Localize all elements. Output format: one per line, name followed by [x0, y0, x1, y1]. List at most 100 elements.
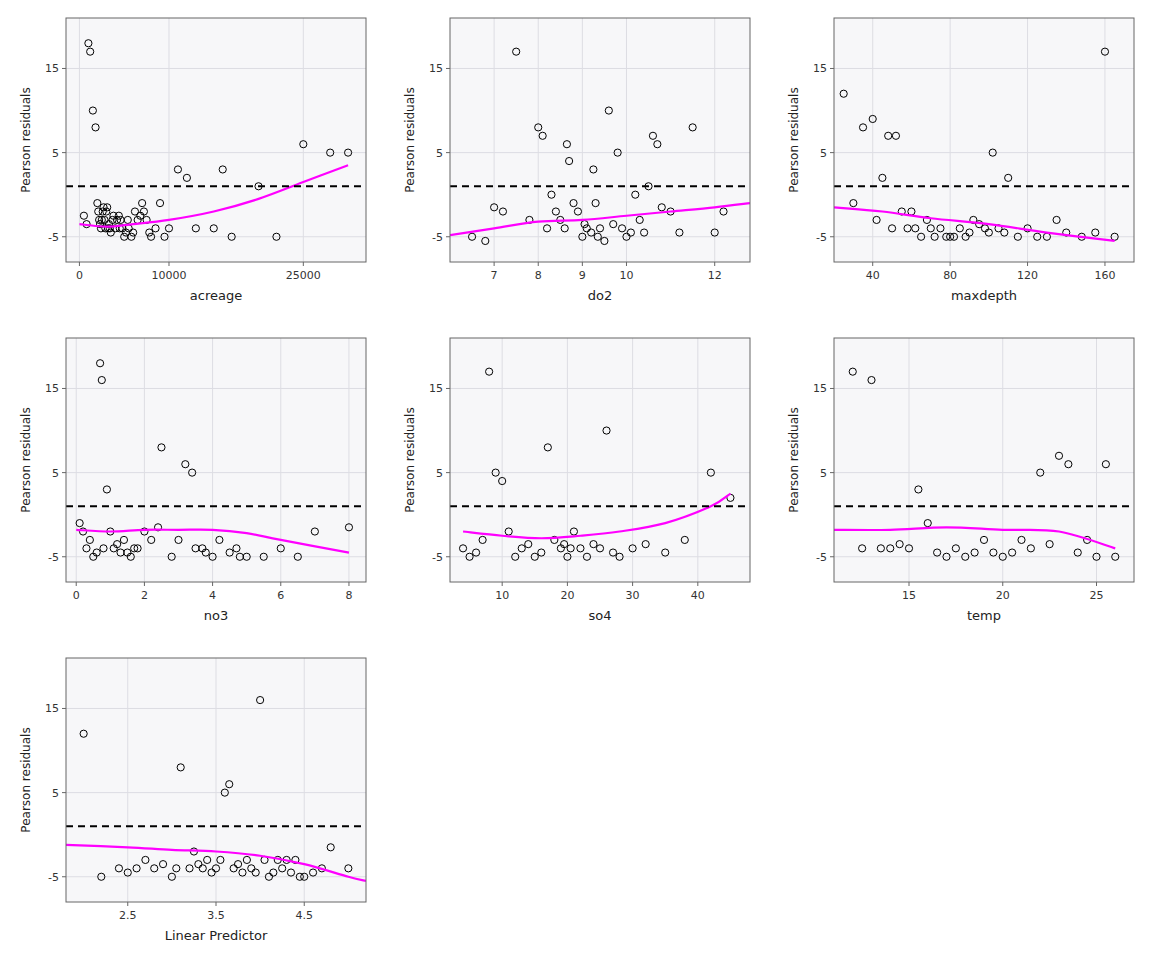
scatter-point — [83, 545, 90, 552]
scatter-point — [156, 200, 163, 207]
tick-mark — [567, 582, 568, 586]
smooth-line — [834, 207, 1115, 241]
plot-background — [834, 18, 1134, 262]
scatter-point — [127, 553, 134, 560]
scatter-point — [616, 553, 623, 560]
tick-mark — [76, 582, 77, 586]
scatter-point — [590, 166, 597, 173]
scatter-point — [592, 200, 599, 207]
scatter-point — [486, 368, 493, 375]
grid-line — [950, 18, 951, 262]
plot-area — [450, 368, 750, 560]
scatter-point — [107, 229, 114, 236]
tick-mark — [1027, 262, 1028, 266]
reference-line — [66, 505, 366, 507]
scatter-point — [1027, 545, 1034, 552]
scatter-point — [505, 528, 512, 535]
grid-line — [66, 876, 366, 877]
scatter-point — [327, 149, 334, 156]
scatter-point — [257, 696, 264, 703]
scatter-point — [642, 541, 649, 548]
tick-label: 5 — [436, 467, 443, 480]
reference-line — [834, 505, 1134, 507]
scatter-point — [1093, 553, 1100, 560]
tick-label: 0 — [76, 269, 83, 282]
scatter-point — [956, 225, 963, 232]
scatter-point — [596, 225, 603, 232]
scatter-point — [128, 233, 135, 240]
tick-label: 10000 — [151, 269, 186, 282]
scatter-point — [161, 233, 168, 240]
tick-mark — [872, 262, 873, 266]
grid-line — [79, 18, 80, 262]
tick-mark — [446, 236, 450, 237]
grid-line — [303, 18, 304, 262]
tick-mark — [79, 262, 80, 266]
scatter-point — [610, 221, 617, 228]
tick-mark — [502, 582, 503, 586]
tick-label: -5 — [48, 871, 59, 884]
scatter-point — [248, 865, 255, 872]
scatter-point — [101, 216, 108, 223]
scatter-point — [168, 553, 175, 560]
tick-mark — [714, 262, 715, 266]
scatter-point — [189, 469, 196, 476]
scatter-point — [579, 233, 586, 240]
scatter-point — [689, 124, 696, 131]
tick-label: -5 — [816, 231, 827, 244]
scatter-point — [217, 856, 224, 863]
tick-mark — [632, 582, 633, 586]
scatter-point — [270, 869, 277, 876]
grid-line — [834, 472, 1134, 473]
tick-mark — [62, 792, 66, 793]
grid-line — [872, 18, 873, 262]
tick-label: 40 — [866, 269, 880, 282]
grid-line — [450, 152, 750, 153]
scatter-point — [649, 132, 656, 139]
scatter-point — [531, 553, 538, 560]
tick-label: 20 — [996, 589, 1010, 602]
scatter-point — [85, 40, 92, 47]
plot-area — [66, 360, 366, 561]
scatter-point — [120, 536, 127, 543]
tick-label: 6 — [277, 589, 284, 602]
scatter-point — [849, 368, 856, 375]
scatter-point — [590, 541, 597, 548]
tick-label: 3.5 — [207, 909, 225, 922]
x-axis-label: no3 — [204, 608, 228, 623]
grid-line — [66, 152, 366, 153]
tick-mark — [62, 876, 66, 877]
scatter-point — [115, 865, 122, 872]
scatter-point — [168, 873, 175, 880]
smooth-line — [463, 494, 730, 539]
tick-label: 5 — [52, 467, 59, 480]
tick-label: 9 — [579, 269, 586, 282]
grid-line — [582, 18, 583, 262]
scatter-point — [1092, 229, 1099, 236]
tick-mark — [62, 68, 66, 69]
scatter-point — [80, 730, 87, 737]
tick-label: 20 — [560, 589, 574, 602]
scatter-point — [165, 225, 172, 232]
scatter-point — [654, 141, 661, 148]
scatter-point — [345, 865, 352, 872]
scatter-point — [1102, 461, 1109, 468]
plot-background — [66, 18, 366, 262]
tick-mark — [909, 582, 910, 586]
scatter-point — [513, 48, 520, 55]
scatter-point — [859, 545, 866, 552]
scatter-point — [252, 869, 259, 876]
scatter-point — [117, 216, 124, 223]
tick-label: 5 — [820, 147, 827, 160]
scatter-point — [609, 549, 616, 556]
scatter-point — [309, 869, 316, 876]
scatter-point — [115, 212, 122, 219]
grid-line — [348, 338, 349, 582]
scatter-point — [877, 545, 884, 552]
tick-mark — [446, 152, 450, 153]
scatter-point — [850, 200, 857, 207]
scatter-point — [147, 233, 154, 240]
scatter-point — [539, 132, 546, 139]
scatter-point — [273, 233, 280, 240]
scatter-point — [159, 861, 166, 868]
